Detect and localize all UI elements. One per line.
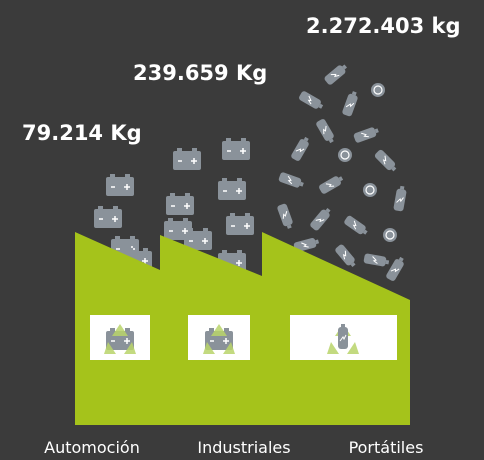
amount: 79.214 Kg [22,121,142,145]
category-label: Portátiles [349,438,424,457]
category-label: Automoción [44,438,140,457]
amount: 239.659 Kg [133,61,267,85]
amount: 2.272.403 kg [306,14,461,38]
category-label: Industriales [197,438,290,457]
